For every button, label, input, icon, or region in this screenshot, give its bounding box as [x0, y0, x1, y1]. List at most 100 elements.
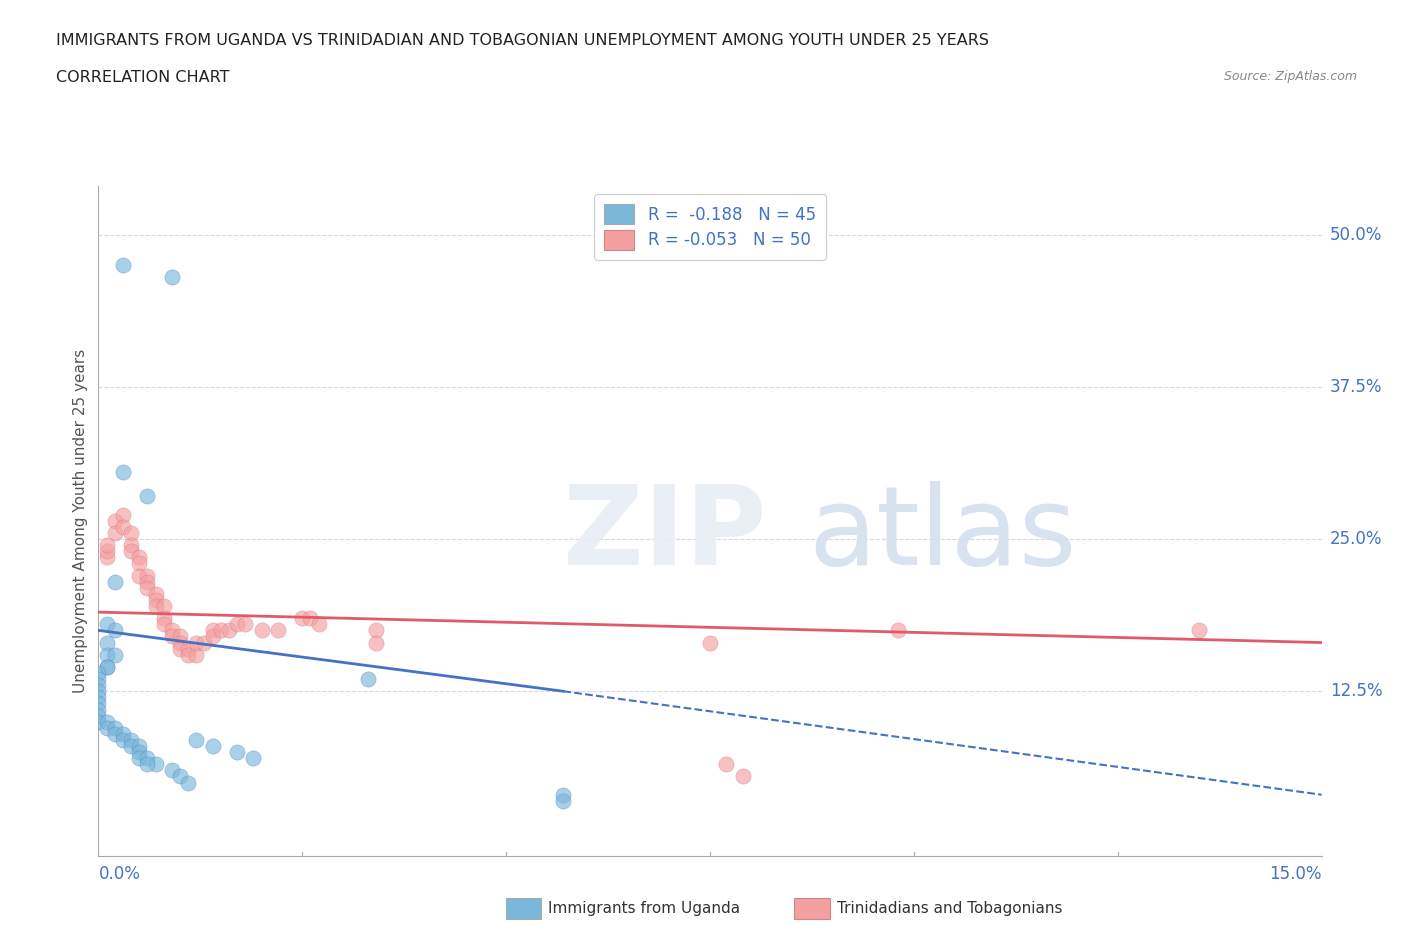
Text: Source: ZipAtlas.com: Source: ZipAtlas.com [1223, 70, 1357, 83]
Point [128, 556, 150, 571]
Point [364, 623, 387, 638]
Point [308, 617, 330, 631]
Point [136, 574, 159, 589]
Point [169, 629, 191, 644]
Point [104, 513, 127, 528]
Point [120, 538, 142, 552]
Point [96, 721, 118, 736]
Point [136, 751, 159, 765]
Point [242, 751, 264, 765]
Point [233, 617, 256, 631]
Point [136, 580, 159, 595]
Point [87, 678, 110, 693]
Point [136, 568, 159, 583]
Point [120, 733, 142, 748]
Point [87, 684, 110, 698]
Point [111, 520, 134, 535]
Point [111, 465, 134, 480]
Point [120, 544, 142, 559]
Point [96, 659, 118, 674]
Point [136, 757, 159, 772]
Point [299, 611, 322, 626]
Point [886, 623, 908, 638]
Point [96, 617, 118, 631]
Point [1188, 623, 1211, 638]
Point [104, 726, 127, 741]
Point [553, 788, 575, 803]
Point [128, 738, 150, 753]
Point [111, 733, 134, 748]
Text: 50.0%: 50.0% [1330, 226, 1382, 244]
Point [96, 647, 118, 662]
Point [145, 587, 167, 602]
Point [267, 623, 290, 638]
Text: 0.0%: 0.0% [98, 865, 141, 884]
Point [136, 489, 159, 504]
Point [120, 738, 142, 753]
Point [87, 671, 110, 686]
Text: atlas: atlas [808, 481, 1077, 588]
Point [96, 635, 118, 650]
Point [226, 745, 249, 760]
Point [201, 738, 224, 753]
Point [356, 671, 378, 686]
Point [145, 592, 167, 607]
Legend: R =  -0.188   N = 45, R = -0.053   N = 50: R = -0.188 N = 45, R = -0.053 N = 50 [595, 194, 825, 259]
Point [96, 538, 118, 552]
Point [87, 696, 110, 711]
Point [250, 623, 273, 638]
Point [160, 629, 183, 644]
Point [218, 623, 240, 638]
Text: IMMIGRANTS FROM UGANDA VS TRINIDADIAN AND TOBAGONIAN UNEMPLOYMENT AMONG YOUTH UN: IMMIGRANTS FROM UGANDA VS TRINIDADIAN AN… [56, 33, 990, 47]
Text: Unemployment Among Youth under 25 years: Unemployment Among Youth under 25 years [73, 349, 87, 693]
Point [104, 525, 127, 540]
Point [96, 659, 118, 674]
Point [111, 258, 134, 272]
Point [96, 550, 118, 565]
Text: 25.0%: 25.0% [1330, 530, 1382, 548]
Point [177, 775, 200, 790]
Point [699, 635, 721, 650]
Point [87, 666, 110, 681]
Point [87, 702, 110, 717]
Point [160, 270, 183, 285]
Point [291, 611, 314, 626]
Text: CORRELATION CHART: CORRELATION CHART [56, 70, 229, 85]
Point [104, 647, 127, 662]
Point [128, 745, 150, 760]
Point [177, 641, 200, 656]
Point [120, 525, 142, 540]
Point [104, 574, 127, 589]
Point [104, 721, 127, 736]
Point [201, 629, 224, 644]
Point [193, 635, 215, 650]
Point [96, 714, 118, 729]
Point [128, 751, 150, 765]
Text: Immigrants from Uganda: Immigrants from Uganda [548, 901, 741, 916]
Point [226, 617, 249, 631]
Text: 37.5%: 37.5% [1330, 378, 1382, 396]
Text: 12.5%: 12.5% [1330, 683, 1382, 700]
Point [177, 647, 200, 662]
Point [186, 733, 208, 748]
Point [160, 623, 183, 638]
Point [87, 690, 110, 705]
Point [128, 550, 150, 565]
Text: Trinidadians and Tobagonians: Trinidadians and Tobagonians [837, 901, 1062, 916]
Text: ZIP: ZIP [564, 481, 766, 588]
Point [111, 726, 134, 741]
Point [87, 714, 110, 729]
Point [87, 708, 110, 723]
Point [209, 623, 232, 638]
Point [111, 507, 134, 522]
Point [553, 793, 575, 808]
Point [152, 617, 174, 631]
Point [152, 611, 174, 626]
Point [201, 623, 224, 638]
Point [128, 568, 150, 583]
Point [716, 757, 738, 772]
Point [186, 647, 208, 662]
Point [731, 769, 754, 784]
Point [169, 635, 191, 650]
Point [104, 623, 127, 638]
